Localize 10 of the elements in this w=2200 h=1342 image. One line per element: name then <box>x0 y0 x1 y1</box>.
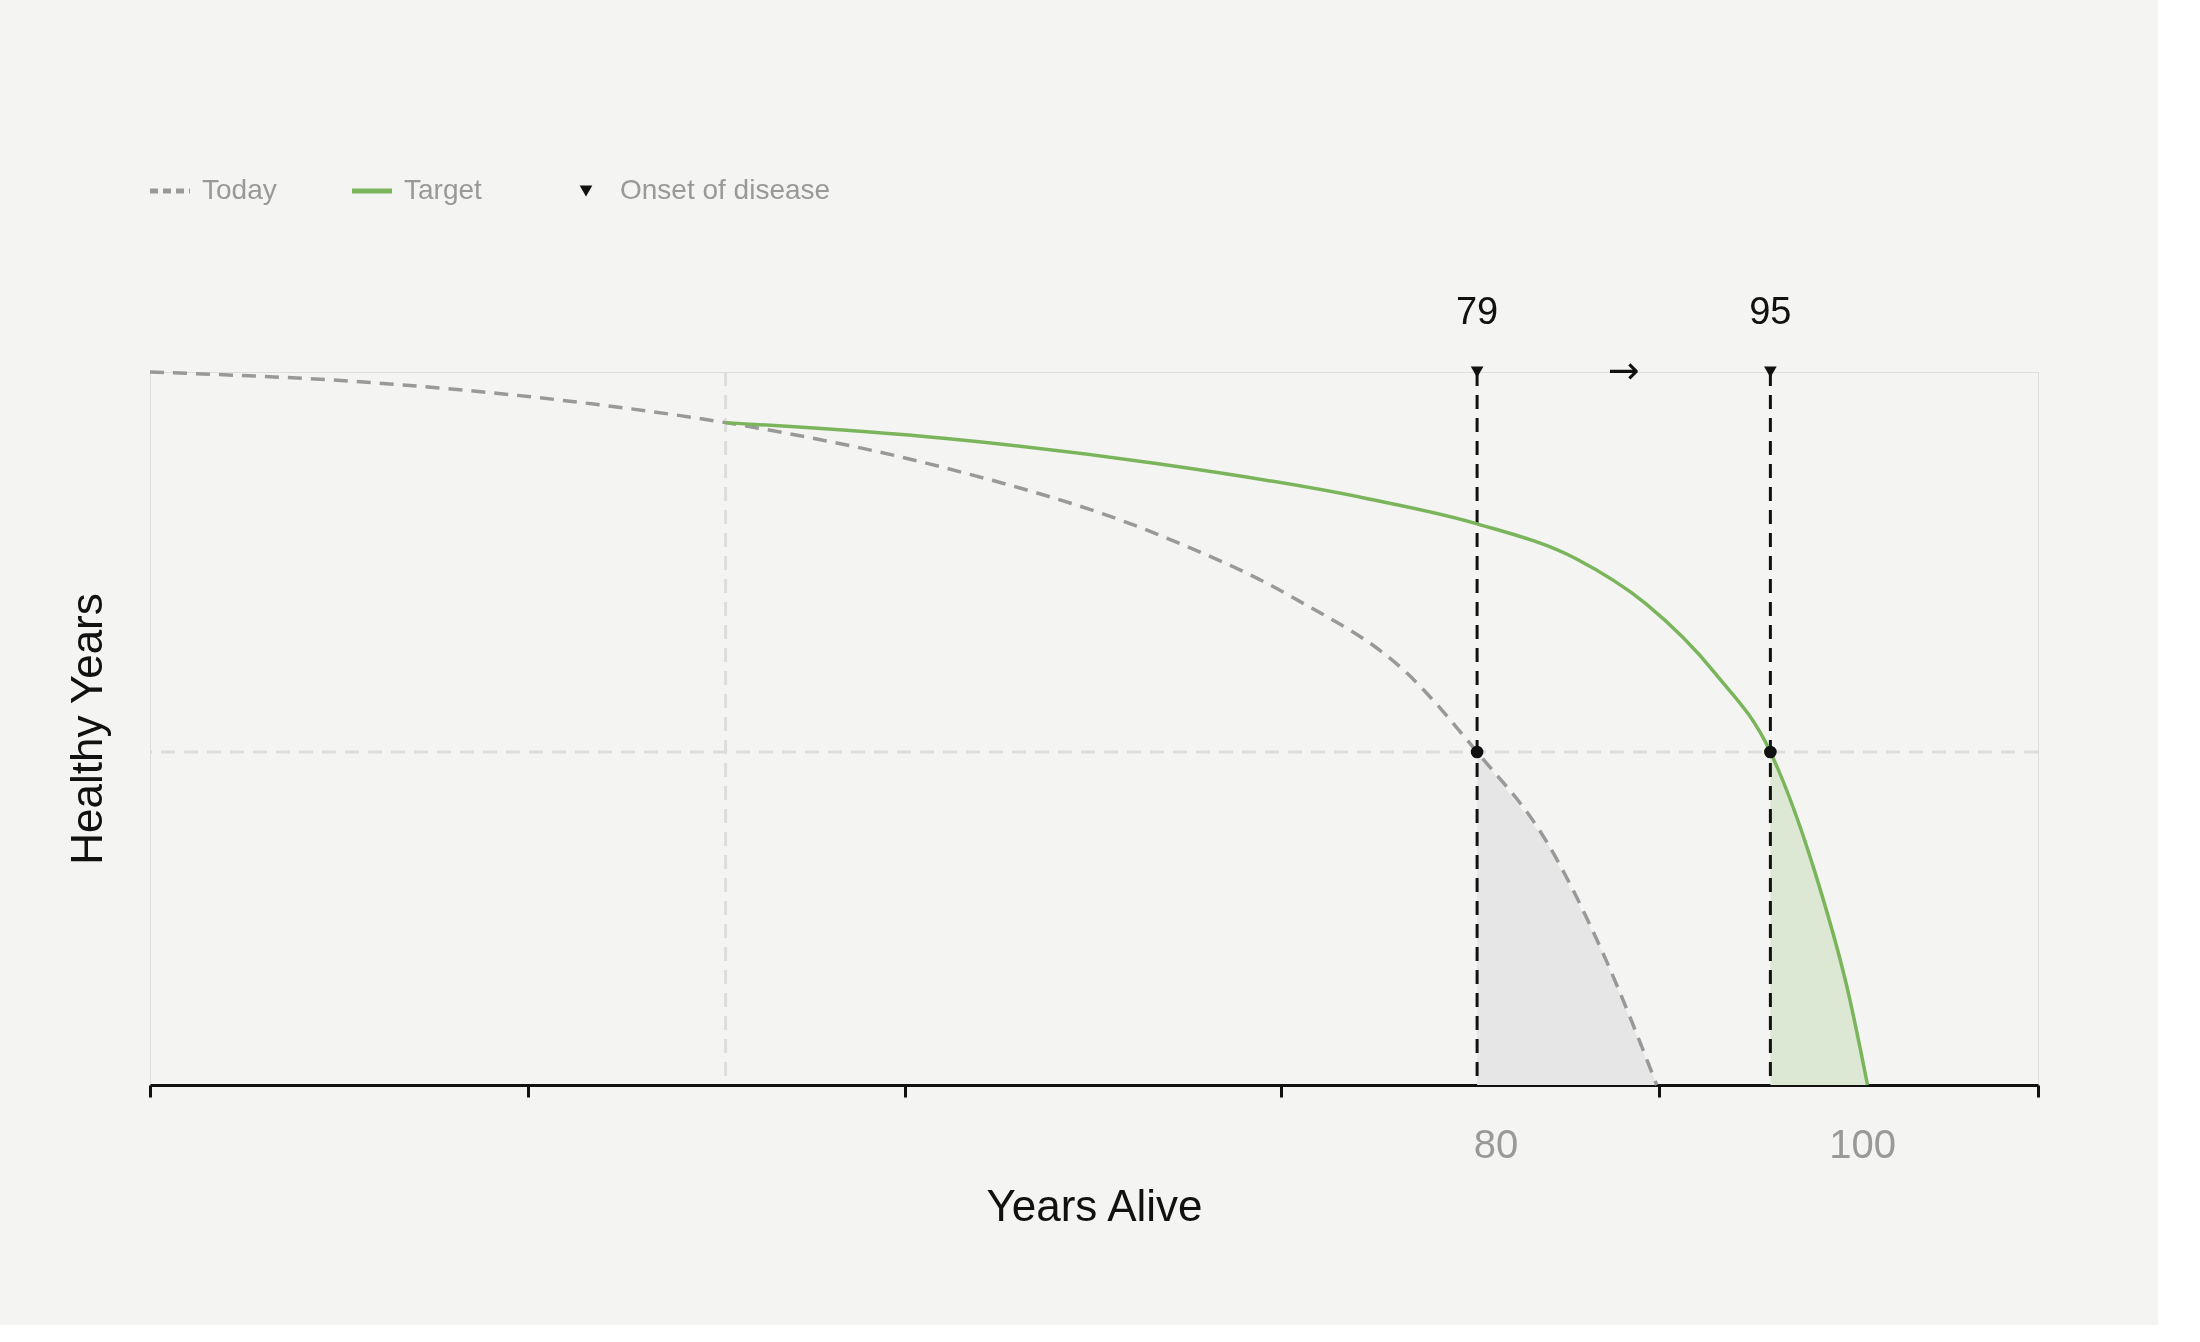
legend-label: Today <box>202 174 277 205</box>
x-tick-label: 80 <box>1473 1121 1519 1166</box>
x-axis-title: Years Alive <box>986 1180 1203 1230</box>
x-tick-label: 100 <box>1829 1121 1896 1166</box>
ref-line-label: 95 <box>1749 290 1792 332</box>
legend-label: Target <box>404 174 483 205</box>
annotation: → <box>1607 348 1640 392</box>
legend-label: Onset of disease <box>620 174 831 205</box>
ref-line-label: 79 <box>1455 290 1499 332</box>
y-axis-title: Healthy Years <box>61 593 111 865</box>
